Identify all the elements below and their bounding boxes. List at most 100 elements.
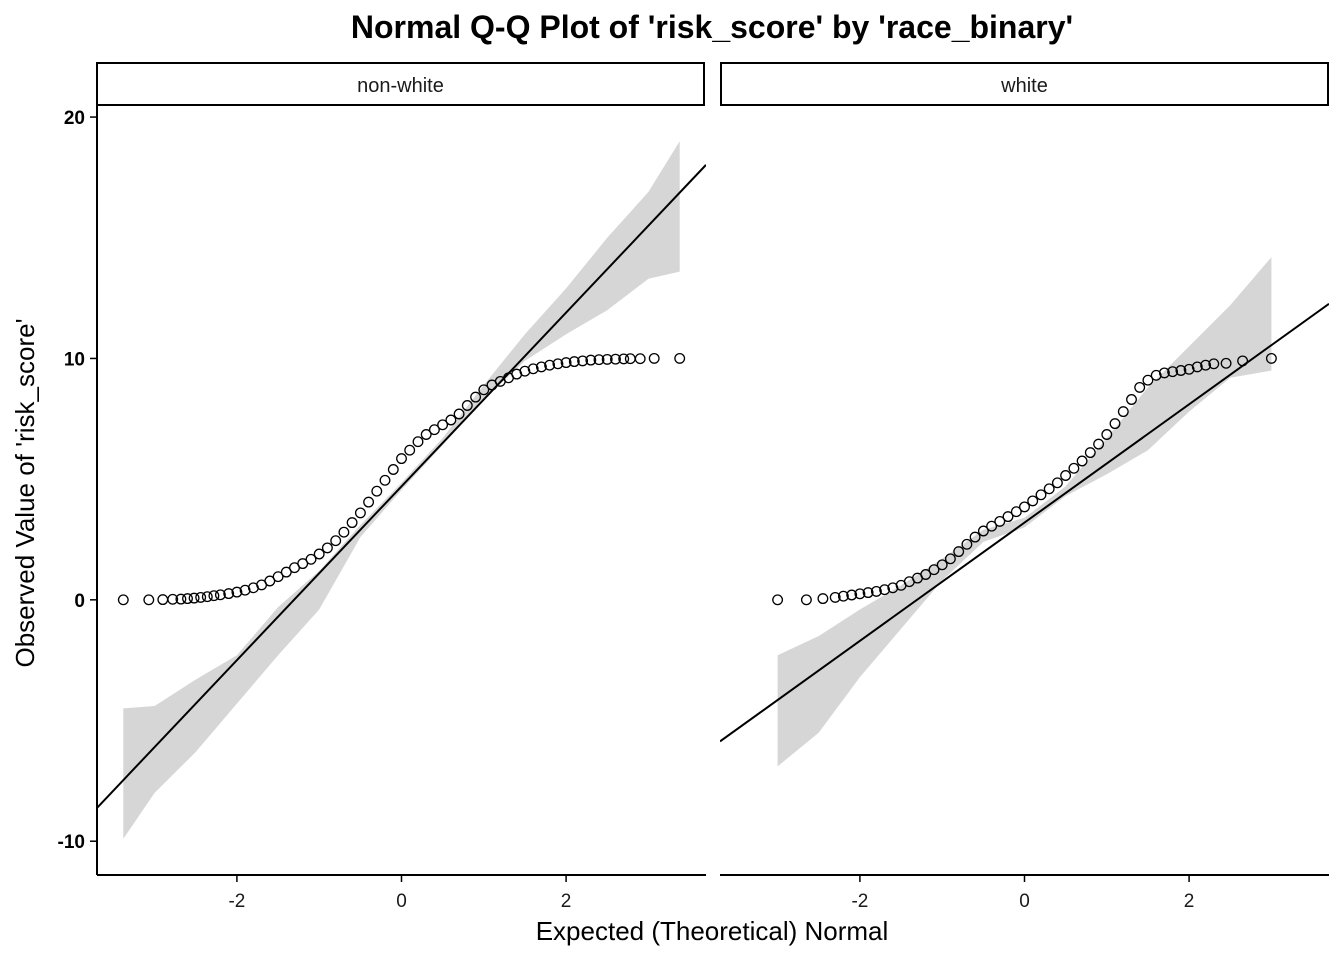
- data-point: [624, 353, 636, 365]
- data-point: [478, 384, 490, 396]
- reference-line: [97, 164, 706, 809]
- data-point: [961, 538, 973, 550]
- strip-label-white: white: [1000, 75, 1048, 97]
- x-tick-label: 0: [396, 891, 407, 912]
- data-point: [182, 593, 193, 605]
- data-point: [772, 594, 784, 606]
- data-point: [1117, 406, 1129, 418]
- data-point: [527, 363, 539, 375]
- data-point: [396, 453, 407, 465]
- data-point: [437, 419, 449, 431]
- data-point: [953, 546, 965, 558]
- reference-line-layer: [97, 164, 706, 809]
- data-point: [175, 593, 187, 605]
- data-point: [1134, 381, 1146, 393]
- confidence-band: [777, 257, 1272, 767]
- data-point: [846, 589, 858, 601]
- data-point: [280, 566, 292, 578]
- data-point: [445, 414, 457, 426]
- data-point: [994, 515, 1006, 527]
- data-point: [354, 507, 366, 519]
- data-point: [1043, 483, 1055, 495]
- data-point: [1237, 355, 1249, 367]
- y-axis: -10 0 10 20: [58, 105, 98, 875]
- data-point: [1265, 352, 1277, 364]
- data-point: [585, 354, 597, 366]
- reference-line-layer: [720, 302, 1329, 743]
- x-axis-white: -2 0 2: [720, 874, 1329, 912]
- data-point: [837, 590, 849, 602]
- data-point: [412, 436, 424, 448]
- data-point: [601, 353, 613, 365]
- data-point: [379, 474, 391, 486]
- data-point: [363, 496, 375, 508]
- y-tick-label: 10: [64, 349, 85, 370]
- data-point: [404, 444, 416, 456]
- data-point: [1167, 366, 1179, 378]
- x-tick-label: -2: [851, 891, 868, 912]
- data-point: [879, 584, 891, 596]
- data-point: [1010, 506, 1022, 518]
- data-point: [208, 590, 220, 602]
- facet-non-white: non-white -2 0 2: [96, 62, 706, 912]
- y-tick-label: 0: [74, 591, 85, 612]
- data-point: [1068, 462, 1080, 474]
- facet-white: white -2 0 2: [720, 62, 1329, 912]
- data-point: [1220, 357, 1232, 369]
- confidence-band: [123, 141, 680, 839]
- data-point: [928, 564, 940, 576]
- data-point: [610, 353, 621, 365]
- data-point: [870, 585, 882, 597]
- data-point: [321, 542, 333, 554]
- data-point: [1019, 501, 1030, 513]
- y-tick-label: -10: [58, 832, 85, 853]
- confidence-band-layer: [777, 257, 1272, 767]
- data-point: [461, 400, 473, 411]
- data-point: [800, 594, 812, 606]
- x-axis-non-white: -2 0 2: [97, 874, 706, 912]
- data-point: [1109, 418, 1121, 430]
- data-point: [420, 429, 432, 440]
- data-point: [470, 391, 482, 403]
- x-tick-label: 2: [561, 891, 572, 912]
- data-point: [817, 593, 829, 605]
- x-tick-label: 2: [1184, 891, 1195, 912]
- data-point: [544, 359, 556, 371]
- data-point: [1208, 358, 1220, 370]
- y-tick-label: 20: [64, 108, 85, 129]
- data-point: [1076, 455, 1088, 467]
- data-point: [577, 355, 589, 367]
- data-point: [1200, 359, 1212, 371]
- data-point: [346, 517, 358, 529]
- x-tick-label: -2: [228, 891, 245, 912]
- data-point: [1175, 365, 1187, 376]
- chart-title: Normal Q-Q Plot of 'risk_score' by 'race…: [351, 9, 1073, 45]
- data-point: [1093, 438, 1105, 450]
- data-point: [986, 520, 998, 532]
- data-point: [1101, 429, 1113, 440]
- data-point: [552, 358, 564, 370]
- data-point: [157, 594, 169, 606]
- y-axis-title: Observed Value of 'risk_score': [10, 318, 40, 667]
- points-layer: [117, 352, 686, 606]
- data-point: [1126, 394, 1137, 405]
- x-axis-title: Expected (Theoretical) Normal: [536, 916, 889, 946]
- data-point: [453, 408, 465, 420]
- data-point: [618, 353, 630, 365]
- data-point: [214, 589, 226, 601]
- data-point: [1027, 495, 1039, 507]
- data-point: [305, 553, 317, 565]
- points-layer: [772, 352, 1277, 606]
- confidence-band-layer: [123, 141, 680, 839]
- data-point: [272, 571, 284, 583]
- data-point: [977, 525, 989, 537]
- data-point: [634, 353, 646, 365]
- data-point: [936, 559, 948, 571]
- data-point: [969, 531, 981, 543]
- data-point: [223, 588, 235, 600]
- data-point: [593, 354, 605, 366]
- data-point: [1035, 489, 1047, 501]
- reference-line: [720, 302, 1329, 743]
- data-point: [1084, 447, 1096, 459]
- data-point: [535, 361, 547, 373]
